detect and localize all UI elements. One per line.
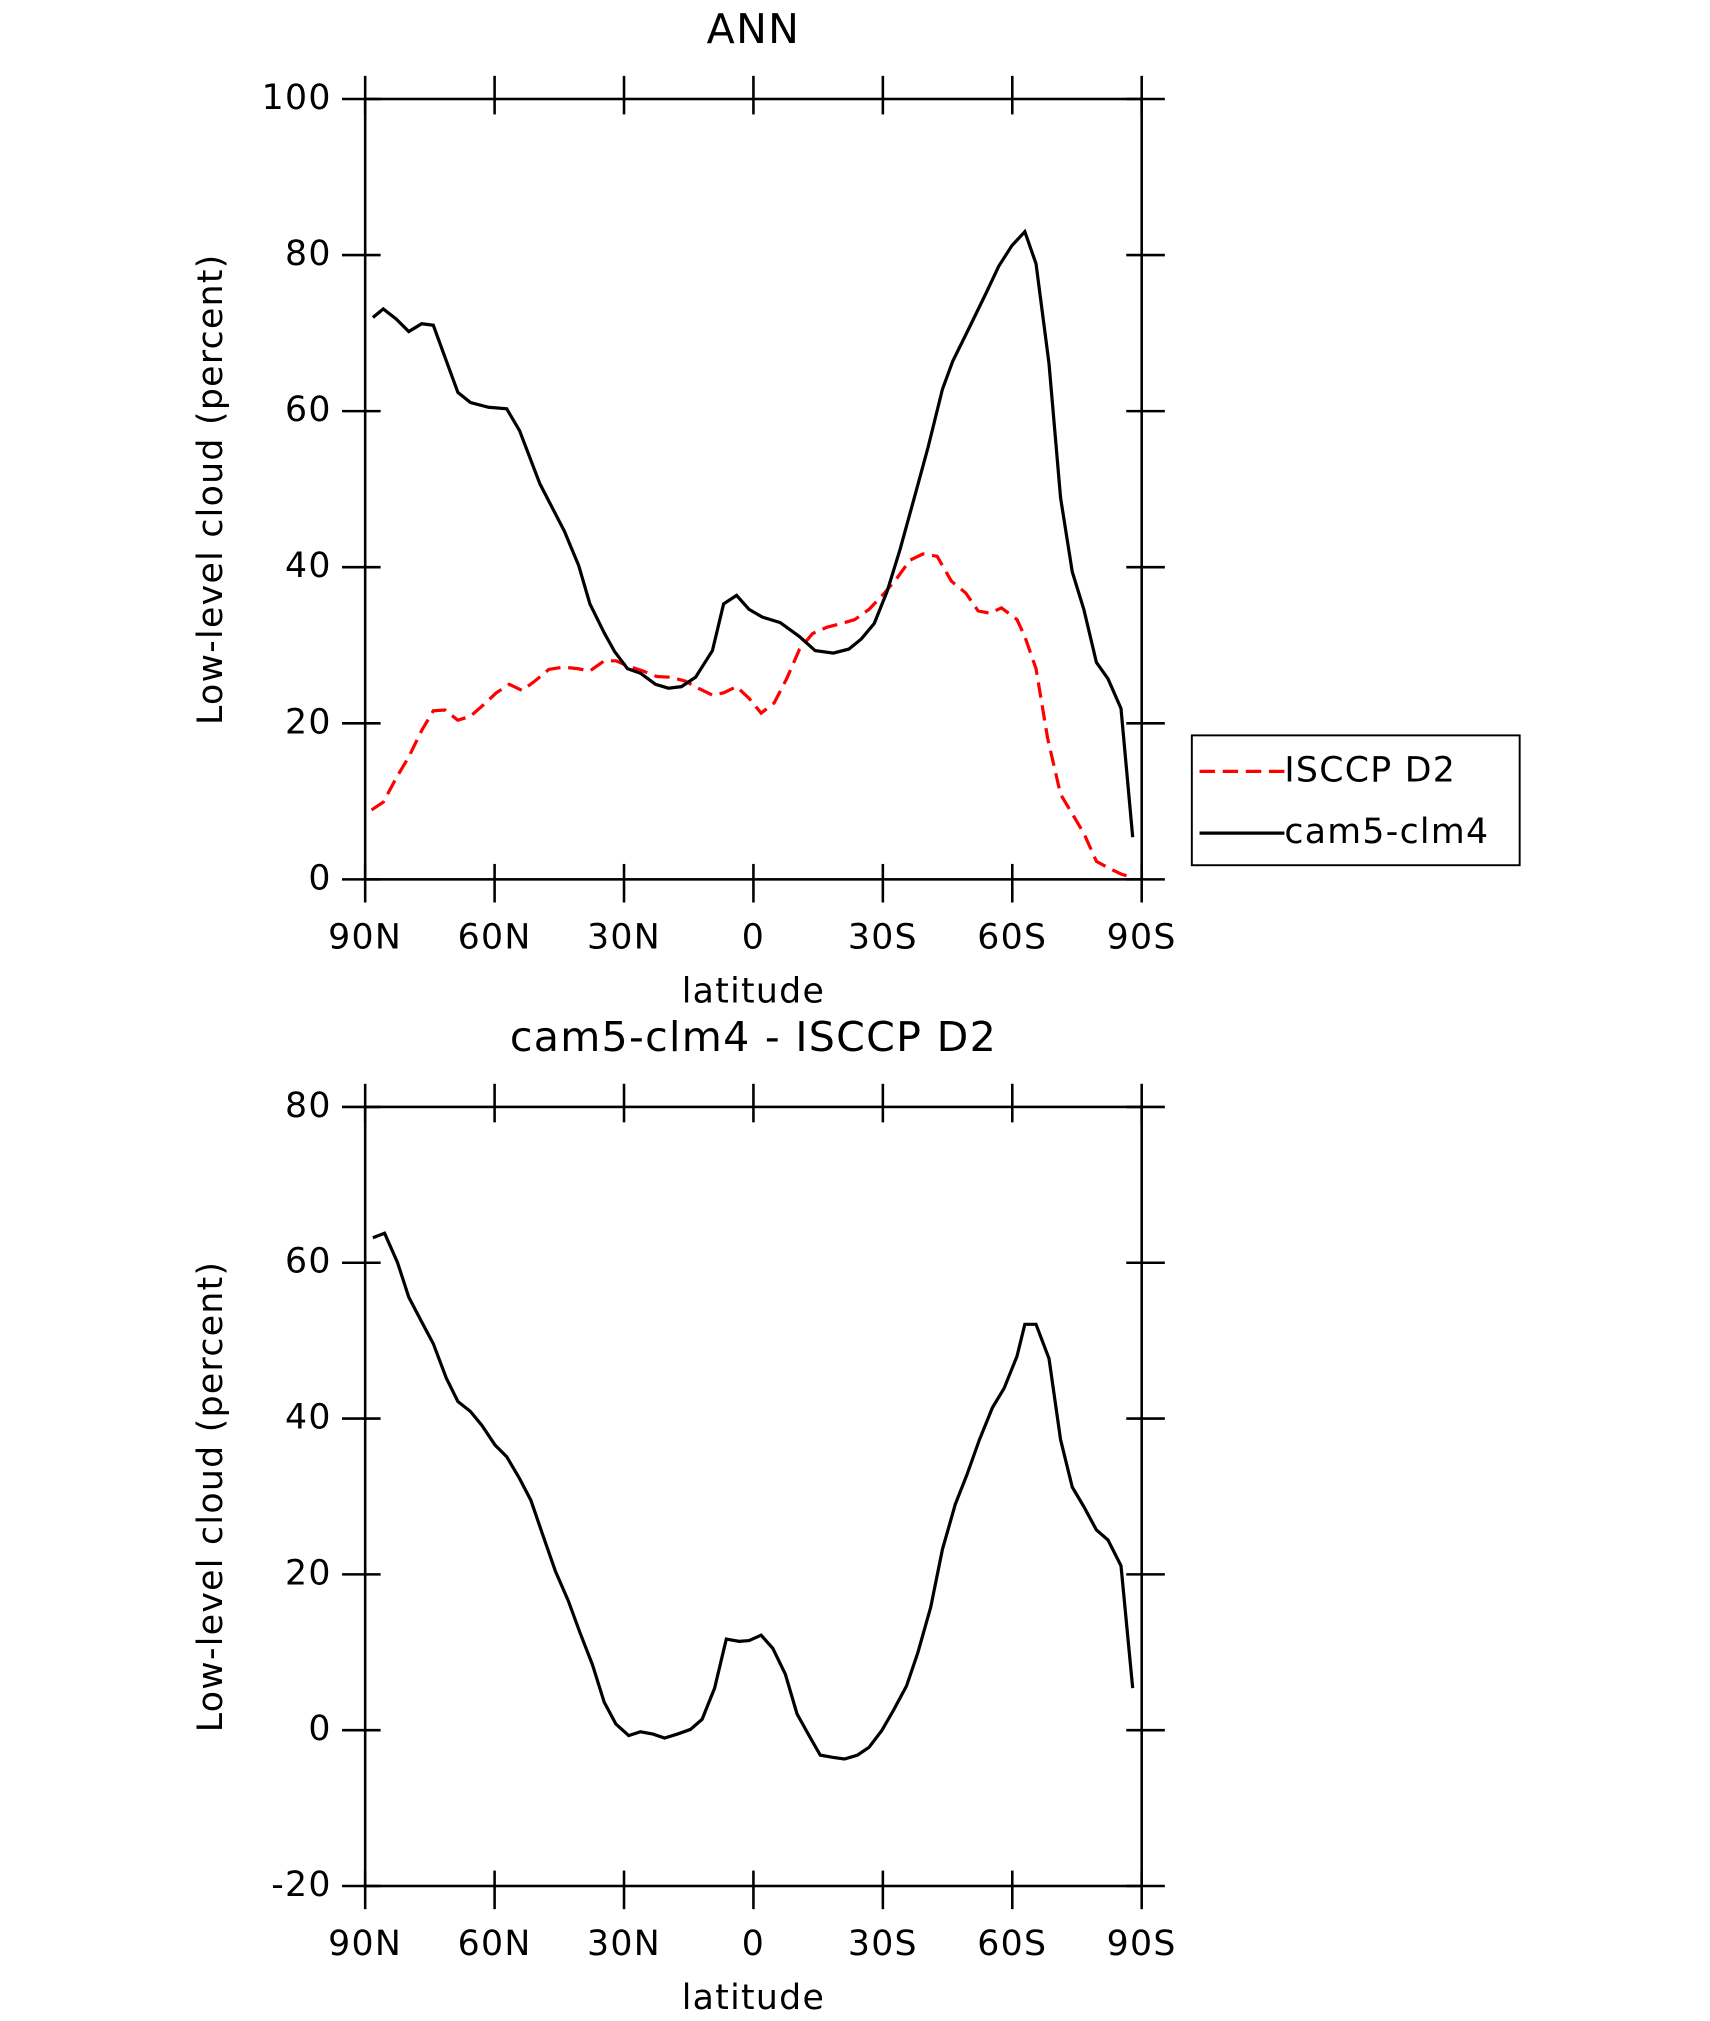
chart-title: ANN xyxy=(707,5,801,53)
x-tick-label: 30S xyxy=(848,1924,918,1964)
legend-label: cam5-clm4 xyxy=(1284,812,1489,852)
y-tick-label: 40 xyxy=(285,1398,332,1438)
x-tick-label: 90N xyxy=(328,918,402,958)
x-tick-label: 0 xyxy=(742,1924,765,1964)
x-tick-label: 30N xyxy=(587,918,661,958)
y-tick-label: 20 xyxy=(285,702,332,742)
legend-label: ISCCP D2 xyxy=(1284,750,1456,790)
data-line xyxy=(370,552,1134,880)
y-tick-label: 80 xyxy=(285,1086,332,1126)
y-tick-label: 20 xyxy=(285,1553,332,1593)
y-tick-label: 100 xyxy=(262,78,332,118)
x-tick-label: 30S xyxy=(848,918,918,958)
x-axis-label: latitude xyxy=(682,972,825,1012)
x-tick-label: 60S xyxy=(977,918,1047,958)
x-axis-label: latitude xyxy=(682,1978,825,2018)
y-tick-label: -20 xyxy=(271,1865,332,1905)
plot-frame xyxy=(363,97,1143,881)
x-tick-label: 30N xyxy=(587,1924,661,1964)
x-tick-label: 60N xyxy=(458,918,532,958)
y-axis-label: Low-level cloud (percent) xyxy=(191,1261,231,1733)
chart-title: cam5-clm4 - ISCCP D2 xyxy=(510,1013,997,1061)
y-tick-label: 40 xyxy=(285,546,332,586)
data-line xyxy=(371,228,1135,838)
legend-box xyxy=(1190,734,1521,867)
x-tick-label: 90N xyxy=(328,1924,402,1964)
x-tick-label: 0 xyxy=(742,918,765,958)
x-tick-label: 60N xyxy=(458,1924,532,1964)
plot-frame xyxy=(363,1105,1143,1888)
y-tick-label: 60 xyxy=(285,390,332,430)
y-axis-label: Low-level cloud (percent) xyxy=(191,253,231,725)
y-tick-label: 80 xyxy=(285,234,332,274)
x-tick-label: 60S xyxy=(977,1924,1047,1964)
x-tick-label: 90S xyxy=(1107,1924,1177,1964)
y-tick-label: 0 xyxy=(308,858,331,898)
y-tick-label: 0 xyxy=(308,1709,331,1749)
y-tick-label: 60 xyxy=(285,1242,332,1282)
x-tick-label: 90S xyxy=(1107,918,1177,958)
data-line xyxy=(372,1231,1135,1761)
